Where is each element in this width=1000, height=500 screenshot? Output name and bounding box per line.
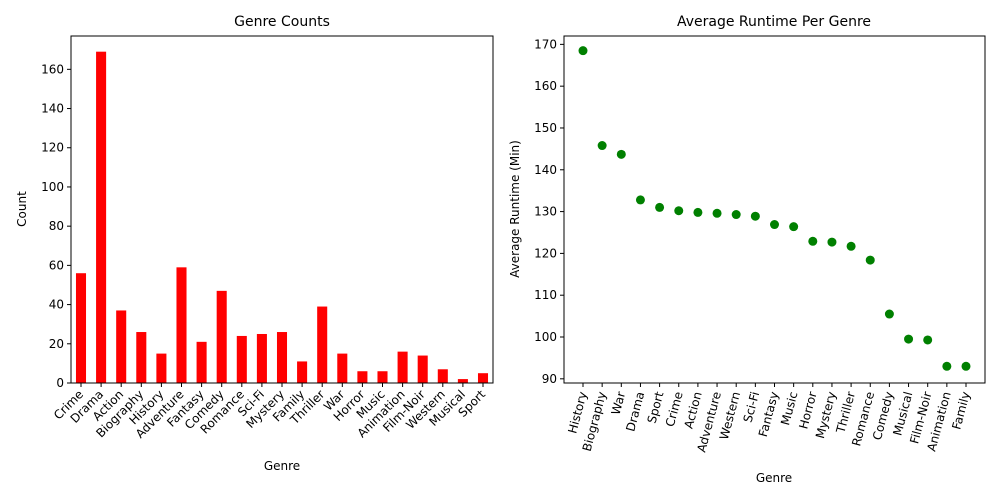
point-music bbox=[789, 222, 799, 232]
bar-horror bbox=[357, 371, 368, 383]
bar-biography bbox=[136, 332, 147, 383]
point-romance bbox=[865, 255, 875, 265]
bar-family bbox=[297, 361, 308, 383]
y-tick-label: 40 bbox=[49, 298, 64, 312]
genre-counts-xlabel: Genre bbox=[264, 459, 300, 473]
point-thriller bbox=[846, 241, 856, 251]
y-tick-label: 120 bbox=[41, 141, 64, 155]
bar-mystery bbox=[276, 332, 288, 383]
y-tick-label: 110 bbox=[534, 288, 557, 302]
bar-crime bbox=[75, 273, 87, 383]
bar-animation bbox=[397, 351, 408, 383]
point-biography bbox=[597, 141, 607, 151]
point-family bbox=[961, 361, 971, 371]
y-tick-label: 100 bbox=[41, 180, 64, 194]
y-tick-label: 0 bbox=[56, 376, 64, 390]
y-tick-label: 100 bbox=[534, 330, 557, 344]
average-runtime-xlabel: Genre bbox=[756, 471, 792, 485]
y-tick-label: 140 bbox=[534, 163, 557, 177]
point-film-noir bbox=[923, 335, 933, 345]
point-horror bbox=[808, 236, 818, 246]
bar-film-noir bbox=[417, 355, 428, 383]
point-sci-fi bbox=[750, 211, 760, 221]
bar-sport bbox=[477, 373, 489, 383]
bar-musical bbox=[457, 379, 468, 383]
bar-sci-fi bbox=[256, 333, 267, 383]
average-runtime-ylabel: Average Runtime (Min) bbox=[508, 140, 522, 278]
bar-action bbox=[116, 310, 127, 383]
y-tick-label: 160 bbox=[534, 79, 557, 93]
genre-counts-title: Genre Counts bbox=[234, 14, 330, 30]
y-tick-label: 120 bbox=[534, 246, 557, 260]
y-tick-label: 20 bbox=[49, 337, 64, 351]
point-mystery bbox=[827, 237, 837, 247]
y-tick-label: 150 bbox=[534, 121, 557, 135]
point-crime bbox=[674, 206, 684, 216]
bar-thriller bbox=[317, 306, 328, 383]
point-western bbox=[731, 210, 741, 220]
y-tick-label: 60 bbox=[49, 258, 64, 272]
point-fantasy bbox=[770, 220, 779, 230]
average-runtime-y-ticks: 90 100 110 120 130 140 150 160 170 bbox=[534, 37, 564, 386]
y-tick-label: 160 bbox=[41, 62, 64, 76]
y-tick-label: 140 bbox=[41, 102, 64, 116]
genre-counts-plot-area bbox=[71, 36, 493, 383]
bar-drama bbox=[96, 51, 107, 383]
point-comedy bbox=[884, 309, 894, 319]
bar-comedy bbox=[216, 290, 227, 383]
y-tick-label: 130 bbox=[534, 205, 557, 219]
point-action bbox=[693, 207, 703, 217]
genre-counts-axes-frame bbox=[70, 35, 494, 384]
y-tick-label: 90 bbox=[542, 372, 557, 386]
genre-counts-ylabel: Count bbox=[15, 191, 29, 227]
average-runtime-plot-area bbox=[564, 36, 985, 383]
bar-western bbox=[437, 369, 448, 383]
point-history bbox=[578, 46, 588, 56]
point-sport bbox=[655, 202, 665, 212]
y-tick-label: 80 bbox=[49, 219, 64, 233]
point-adventure bbox=[712, 208, 722, 218]
bar-history bbox=[156, 353, 167, 383]
point-animation bbox=[942, 361, 952, 371]
average-runtime-points bbox=[578, 46, 971, 371]
genre-counts-y-ticks: 0 20 40 60 80 100 120 140 160 bbox=[41, 62, 71, 390]
bar-fantasy bbox=[196, 341, 207, 383]
point-musical bbox=[904, 334, 914, 344]
bar-music bbox=[377, 371, 388, 383]
point-war bbox=[616, 149, 626, 159]
bar-adventure bbox=[176, 267, 187, 383]
genre-counts-bars bbox=[75, 51, 489, 383]
bar-war bbox=[337, 353, 348, 383]
bar-romance bbox=[236, 335, 247, 383]
average-runtime-title: Average Runtime Per Genre bbox=[677, 14, 871, 30]
x-tick-label-war: War bbox=[609, 390, 629, 416]
y-tick-label: 170 bbox=[534, 37, 557, 51]
average-runtime-axes-frame bbox=[563, 35, 986, 384]
point-drama bbox=[635, 195, 645, 205]
